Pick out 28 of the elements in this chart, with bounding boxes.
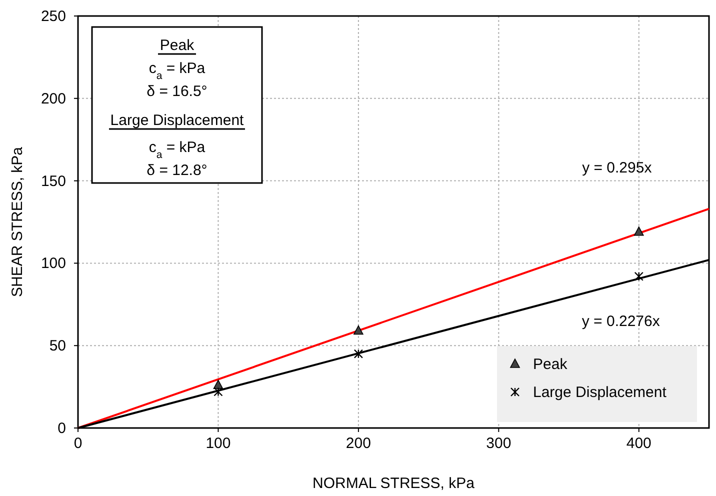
y-tick-label: 200 [40, 90, 66, 108]
y-tick-label: 250 [40, 8, 66, 25]
x-tick-label: 200 [346, 435, 371, 452]
point [634, 272, 644, 281]
annotation: δ = 16.5° [146, 83, 208, 100]
annotation: δ = 12.8° [146, 162, 208, 179]
point [214, 387, 223, 396]
y-tick-label: 150 [40, 172, 66, 190]
point [354, 325, 364, 335]
annotation: y = 0.2276x [582, 312, 660, 330]
x-tick-label: 100 [206, 435, 231, 452]
x-tick-label: 400 [626, 435, 652, 452]
annotation: Large Displacement [110, 112, 245, 129]
annotation: Peak [160, 37, 195, 54]
x-tick-label: 0 [74, 435, 82, 452]
annotation: c$_{a}$ = kPa [148, 139, 206, 161]
x-tick-label: 300 [486, 435, 512, 452]
legend-label: Large Displacement [533, 384, 668, 401]
y-tick-label: 100 [40, 255, 66, 272]
legend-label: Peak [533, 356, 568, 373]
x-axis-title: NORMAL STRESS, kPa [312, 475, 476, 492]
annotation: c$_{a}$ = kPa [148, 60, 206, 82]
y-axis-title: SHEAR STRESS, kPa [9, 146, 26, 298]
annotation: y = 0.295x [582, 160, 652, 177]
point [354, 349, 364, 358]
y-tick-label: 50 [49, 338, 66, 355]
y-tick-label: 0 [58, 420, 66, 437]
point [634, 226, 644, 236]
